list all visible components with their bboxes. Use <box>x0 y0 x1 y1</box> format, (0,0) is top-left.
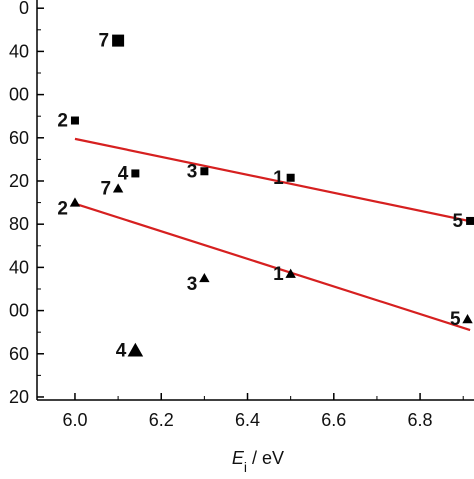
y-tick-label: 20 <box>9 387 29 407</box>
x-tick-label: 6.0 <box>62 410 87 430</box>
x-axis-label: Ei / eV <box>232 448 284 474</box>
y-tick-label: 80 <box>9 214 29 234</box>
point-label: 3 <box>187 274 198 295</box>
point-label: 7 <box>101 179 112 200</box>
x-tick-label: 6.8 <box>408 410 433 430</box>
point-label: 2 <box>57 199 68 220</box>
point-label: 4 <box>118 163 129 184</box>
fit-line <box>74 202 471 332</box>
x-label-main: E <box>232 448 245 468</box>
y-tick-label: 00 <box>9 301 29 321</box>
x-tick-label: 6.2 <box>149 410 174 430</box>
point <box>200 167 209 176</box>
y-tick-label: 60 <box>9 344 29 364</box>
x-label-unit: / eV <box>247 448 284 468</box>
point-label: 1 <box>273 264 284 285</box>
point-label: 7 <box>99 31 110 52</box>
point <box>127 342 144 357</box>
x-tick-label: 6.6 <box>321 410 346 430</box>
point-label: 4 <box>116 341 127 362</box>
y-tick-label: 40 <box>9 257 29 277</box>
point <box>466 216 474 225</box>
y-tick-label: 20 <box>9 171 29 191</box>
point <box>112 183 124 193</box>
x-tick-label: 6.4 <box>235 410 260 430</box>
x-label-sub: i <box>244 459 247 474</box>
point <box>131 169 140 178</box>
point <box>69 197 81 207</box>
point <box>112 34 125 47</box>
y-tick-label: 0 <box>19 0 29 18</box>
point-label: 5 <box>450 309 461 330</box>
y-tick-label: 60 <box>9 128 29 148</box>
point-label: 5 <box>453 211 464 232</box>
point <box>199 272 210 283</box>
point <box>462 314 473 324</box>
point-label: 1 <box>273 168 284 189</box>
y-tick-label: 40 <box>9 41 29 61</box>
point <box>286 173 295 182</box>
fit-line <box>74 137 474 224</box>
point-label: 3 <box>187 161 198 182</box>
point <box>70 116 79 125</box>
point <box>285 268 296 278</box>
y-tick-label: 00 <box>9 85 29 105</box>
point-label: 2 <box>57 111 68 132</box>
